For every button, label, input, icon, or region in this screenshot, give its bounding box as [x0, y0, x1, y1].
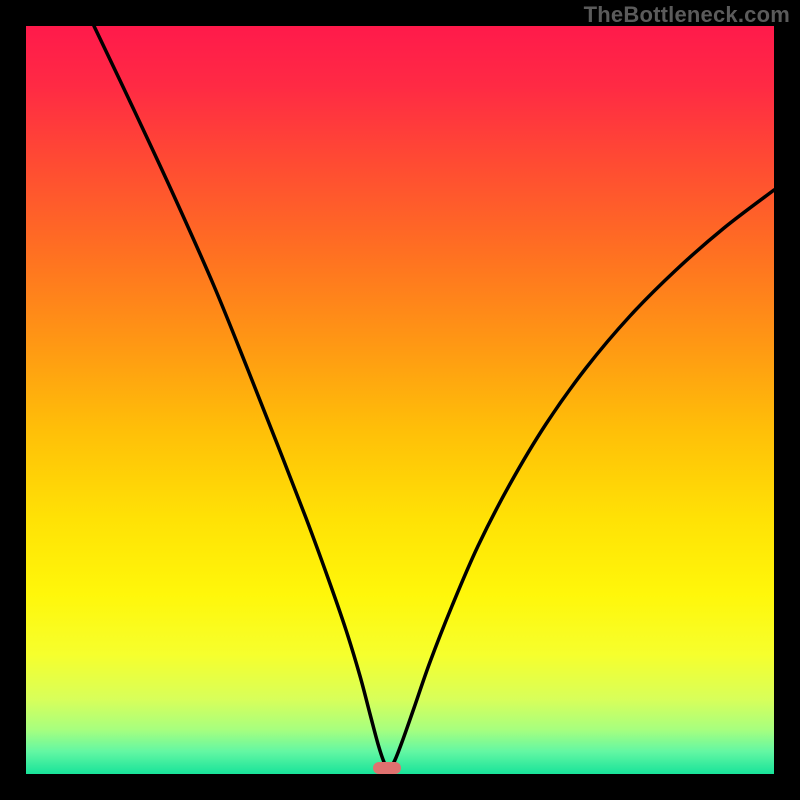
chart-frame: TheBottleneck.com — [0, 0, 800, 800]
minimum-marker — [373, 762, 401, 774]
curve-path — [94, 26, 774, 768]
bottleneck-curve — [26, 26, 774, 774]
plot-area — [26, 26, 774, 774]
watermark-text: TheBottleneck.com — [584, 2, 790, 28]
